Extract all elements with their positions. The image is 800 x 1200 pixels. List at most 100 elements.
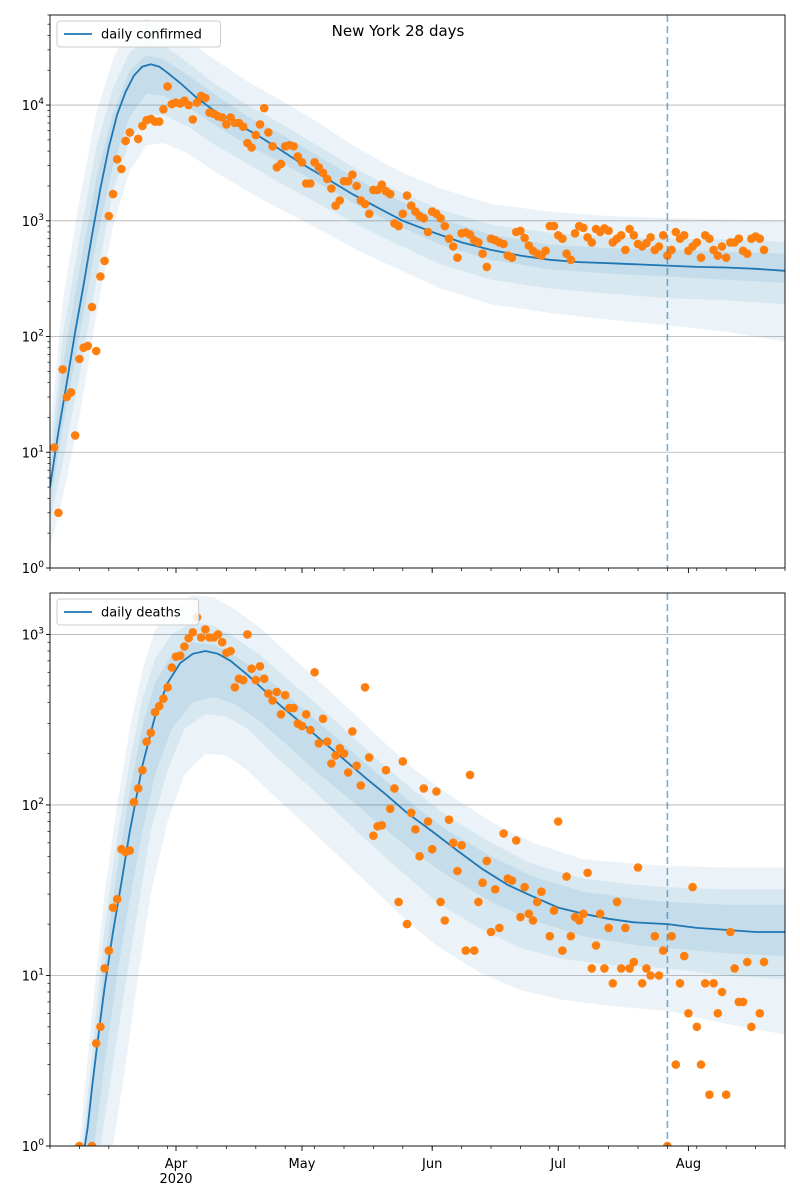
x-tick-sublabel: 2020 bbox=[159, 1172, 192, 1187]
observed-point bbox=[675, 979, 685, 988]
observed-point bbox=[427, 844, 437, 854]
observed-point bbox=[314, 739, 324, 748]
observed-point bbox=[608, 979, 618, 988]
observed-point bbox=[558, 946, 567, 955]
observed-point bbox=[402, 191, 412, 200]
observed-point bbox=[268, 142, 277, 151]
observed-point bbox=[524, 909, 534, 919]
observed-point bbox=[482, 262, 492, 272]
observed-point bbox=[444, 234, 454, 243]
x-tick-label: Apr bbox=[165, 1157, 188, 1172]
observed-point bbox=[96, 1022, 105, 1032]
observed-point bbox=[167, 663, 177, 672]
observed-point bbox=[66, 388, 76, 397]
observed-point bbox=[335, 196, 345, 205]
observed-point bbox=[432, 787, 441, 796]
observed-point bbox=[671, 227, 681, 237]
observed-point bbox=[264, 128, 273, 137]
observed-point bbox=[595, 909, 605, 919]
observed-point bbox=[629, 231, 639, 240]
observed-point bbox=[566, 255, 576, 265]
legend-label: daily deaths bbox=[101, 606, 181, 621]
observed-point bbox=[306, 725, 315, 735]
observed-point bbox=[259, 103, 269, 113]
observed-point bbox=[96, 272, 105, 281]
y-tick-label: 104 bbox=[22, 97, 45, 114]
observed-point bbox=[574, 916, 584, 925]
observed-point bbox=[448, 838, 458, 848]
observed-point bbox=[679, 231, 689, 240]
observed-point bbox=[318, 168, 328, 178]
observed-point bbox=[230, 683, 240, 692]
observed-point bbox=[671, 1060, 681, 1069]
observed-point bbox=[255, 120, 265, 129]
observed-point bbox=[457, 841, 466, 850]
observed-point bbox=[70, 431, 80, 440]
observed-point bbox=[83, 341, 93, 351]
x-tick-label: Jul bbox=[549, 1157, 566, 1172]
observed-point bbox=[684, 1009, 693, 1018]
observed-point bbox=[163, 82, 172, 91]
observed-point bbox=[238, 675, 248, 685]
axes-frame bbox=[49, 592, 786, 1147]
observed-point bbox=[742, 957, 752, 967]
observed-point bbox=[272, 687, 282, 697]
observed-point bbox=[87, 1141, 97, 1146]
x-tick-label: May bbox=[289, 1157, 316, 1172]
observed-point bbox=[159, 105, 168, 114]
observed-point bbox=[364, 753, 374, 762]
observed-point bbox=[264, 689, 273, 698]
observed-point bbox=[108, 189, 118, 199]
observed-point bbox=[226, 646, 235, 656]
observed-point bbox=[562, 872, 571, 881]
chart-title: New York 28 days bbox=[332, 22, 465, 40]
observed-point bbox=[360, 199, 370, 209]
observed-point bbox=[448, 242, 458, 251]
observed-point bbox=[398, 757, 408, 766]
observed-point bbox=[587, 964, 597, 973]
y-tick-label: 103 bbox=[22, 213, 44, 230]
observed-point bbox=[184, 100, 193, 110]
observed-point bbox=[478, 878, 487, 887]
observed-point bbox=[625, 964, 634, 973]
uncertainty-band-inner bbox=[83, 642, 785, 1146]
observed-point bbox=[146, 728, 156, 738]
observed-point bbox=[385, 804, 395, 814]
observed-point bbox=[150, 707, 160, 717]
observed-point bbox=[549, 221, 559, 231]
observed-point bbox=[444, 815, 454, 824]
observed-point bbox=[154, 117, 164, 126]
plot-area bbox=[50, 595, 785, 1146]
chart-confirmed: 100 101 102 103 104 daily confirmed bbox=[22, 14, 786, 577]
observed-point bbox=[520, 233, 529, 243]
observed-point bbox=[75, 354, 84, 364]
observed-point bbox=[654, 971, 664, 980]
observed-point bbox=[318, 714, 328, 724]
observed-point bbox=[327, 759, 336, 768]
observed-point bbox=[679, 951, 689, 961]
observed-point bbox=[188, 115, 198, 124]
observed-point bbox=[436, 214, 445, 223]
observed-point bbox=[516, 226, 525, 236]
observed-point bbox=[117, 164, 126, 174]
observed-point bbox=[721, 1090, 731, 1099]
observed-point bbox=[175, 651, 185, 660]
observed-point bbox=[759, 245, 769, 255]
observed-point bbox=[192, 98, 202, 107]
observed-point bbox=[633, 863, 643, 872]
observed-point bbox=[474, 897, 483, 907]
observed-point bbox=[667, 245, 676, 255]
observed-point bbox=[142, 737, 151, 746]
observed-point bbox=[612, 897, 622, 907]
uncertainty-band-outer bbox=[79, 595, 785, 1146]
observed-point bbox=[398, 209, 408, 219]
observed-point bbox=[87, 302, 97, 312]
observed-point bbox=[385, 189, 395, 199]
observed-point bbox=[289, 142, 298, 151]
legend: daily deaths bbox=[56, 598, 200, 626]
observed-point bbox=[541, 246, 550, 256]
observed-point bbox=[356, 781, 366, 790]
observed-point bbox=[280, 690, 290, 700]
observed-point bbox=[180, 642, 189, 651]
